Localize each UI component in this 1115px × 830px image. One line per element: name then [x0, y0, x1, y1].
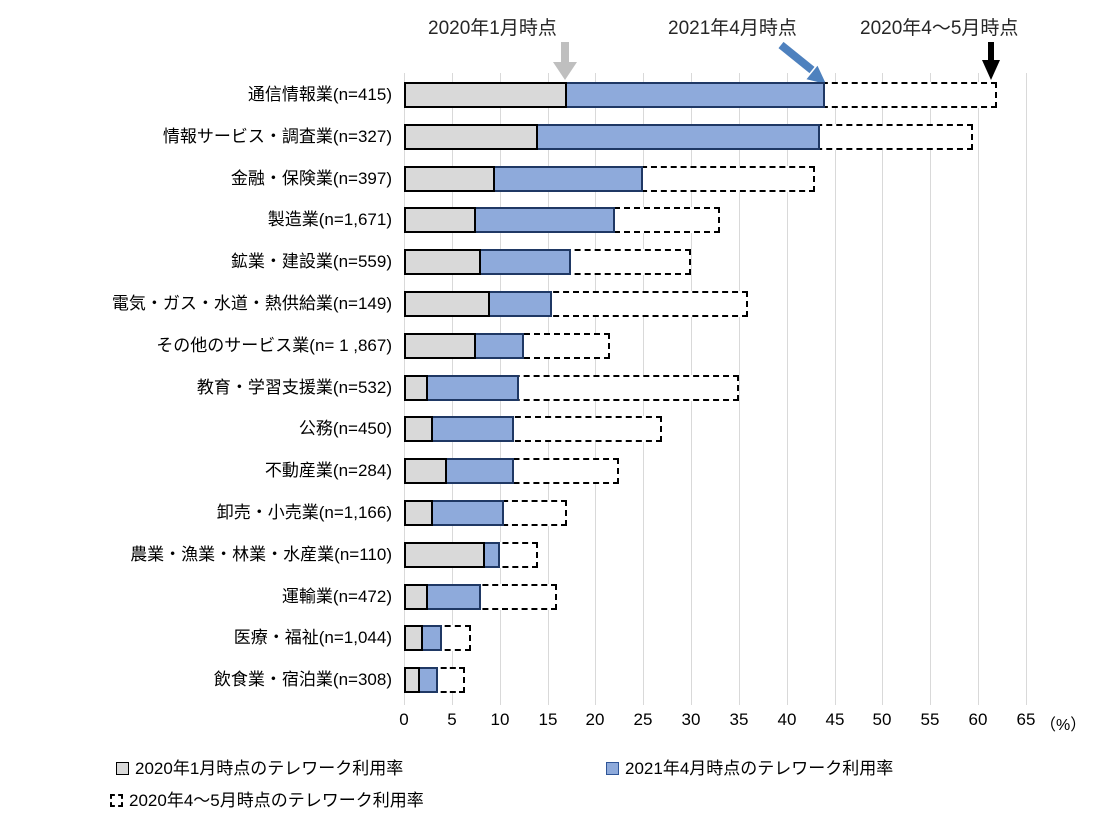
x-tick-label: 55	[920, 710, 940, 729]
category-label: 電気・ガス・水道・熱供給業(n=149)	[111, 294, 392, 313]
x-tick-label: 25	[633, 710, 653, 729]
legend-item: 2020年4～5月時点のテレワーク利用率	[110, 791, 424, 811]
x-tick-label: 15	[538, 710, 558, 729]
black-down-arrow-icon	[982, 42, 1000, 80]
bar-segment-gray	[404, 291, 490, 317]
bar-segment-gray	[404, 584, 428, 610]
legend-item: 2021年4月時点のテレワーク利用率	[606, 759, 893, 779]
bar-segment-gray	[404, 375, 428, 401]
axis-unit-label: （%）	[1040, 717, 1087, 734]
legend-label: 2021年4月時点のテレワーク利用率	[625, 759, 894, 778]
bar-segment-gray	[404, 249, 481, 275]
x-tick-label: 10	[490, 710, 510, 729]
gridline	[882, 73, 883, 705]
bar-segment-gray	[404, 667, 420, 693]
x-tick-label: 65	[1016, 710, 1036, 729]
bar-segment-gray	[404, 207, 476, 233]
blue-diagonal-arrow-icon	[778, 41, 826, 84]
bar-segment-gray	[404, 625, 423, 651]
legend-swatch-dashed-outline	[110, 794, 123, 807]
x-tick-label: 35	[729, 710, 749, 729]
category-label: 通信情報業(n=415)	[247, 85, 392, 104]
legend-swatch-blue-solid	[606, 762, 619, 775]
gridline	[1026, 73, 1027, 705]
gridline	[835, 73, 836, 705]
category-label: 不動産業(n=284)	[264, 461, 392, 480]
category-label: 鉱業・建設業(n=559)	[230, 252, 392, 271]
gridline	[739, 73, 740, 705]
bar-segment-gray	[404, 500, 433, 526]
x-tick-label: 45	[825, 710, 845, 729]
category-label: 教育・学習支援業(n=532)	[196, 378, 392, 397]
x-tick-label: 5	[447, 710, 457, 729]
legend-label: 2020年4～5月時点のテレワーク利用率	[129, 791, 424, 810]
category-label: 医療・福祉(n=1,044)	[233, 628, 392, 647]
plot-area	[404, 73, 1027, 705]
bar-segment-gray	[404, 542, 485, 568]
legend-swatch-gray-solid	[116, 762, 129, 775]
gridline	[930, 73, 931, 705]
category-label: 公務(n=450)	[298, 419, 392, 438]
bar-segment-gray	[404, 416, 433, 442]
category-label: 運輸業(n=472)	[281, 587, 392, 606]
annotation-apr2021-label: 2021年4月時点	[668, 18, 797, 39]
category-label: その他のサービス業(n= 1 ,867)	[156, 336, 392, 355]
gray-down-arrow-icon	[553, 42, 577, 80]
legend-label: 2020年1月時点のテレワーク利用率	[135, 759, 404, 778]
legend-item: 2020年1月時点のテレワーク利用率	[116, 759, 403, 779]
bar-segment-gray	[404, 82, 567, 108]
category-label: 金融・保険業(n=397)	[230, 169, 392, 188]
x-tick-label: 20	[585, 710, 605, 729]
category-label: 製造業(n=1,671)	[267, 210, 392, 229]
bar-segment-gray	[404, 458, 447, 484]
gridline	[787, 73, 788, 705]
bar-segment-gray	[404, 124, 538, 150]
x-tick-label: 60	[968, 710, 988, 729]
bar-segment-gray	[404, 333, 476, 359]
category-label: 卸売・小売業(n=1,166)	[216, 503, 392, 522]
category-label: 農業・漁業・林業・水産業(n=110)	[130, 545, 392, 564]
annotation-jan2020-label: 2020年1月時点	[428, 18, 557, 39]
gridline	[978, 73, 979, 705]
category-label: 飲食業・宿泊業(n=308)	[213, 670, 392, 689]
category-label: 情報サービス・調査業(n=327)	[162, 127, 392, 146]
bar-segment-gray	[404, 166, 495, 192]
x-tick-label: 50	[872, 710, 892, 729]
x-tick-label: 0	[399, 710, 409, 729]
annotation-aprmay2020-label: 2020年4～5月時点	[860, 18, 1019, 39]
x-tick-label: 30	[681, 710, 701, 729]
x-tick-label: 40	[777, 710, 797, 729]
